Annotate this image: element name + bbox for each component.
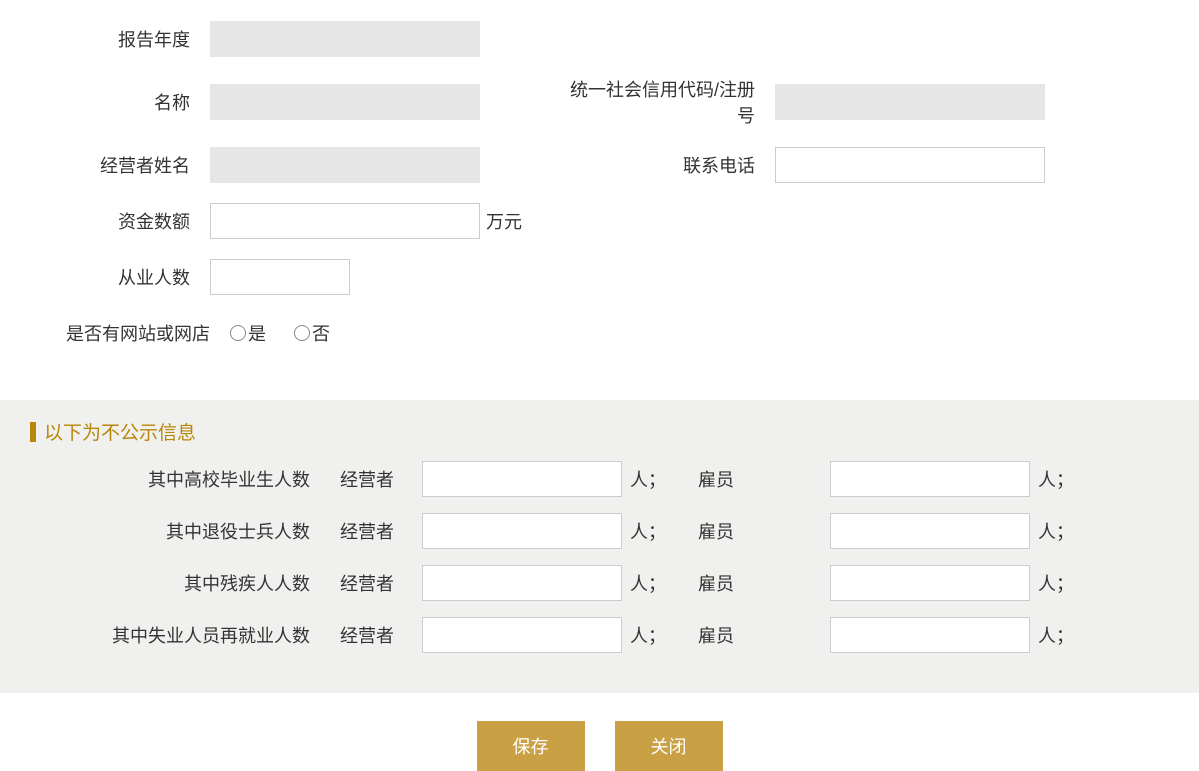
- radio-yes[interactable]: 是: [230, 320, 266, 346]
- operator-count-input[interactable]: [422, 617, 622, 653]
- private-row-label: 其中失业人员再就业人数: [10, 622, 340, 648]
- operator-count-input[interactable]: [422, 565, 622, 601]
- employee-sublabel: 雇员: [698, 466, 768, 492]
- operator-sublabel: 经营者: [340, 518, 410, 544]
- save-button[interactable]: 保存: [477, 721, 585, 771]
- close-button[interactable]: 关闭: [615, 721, 723, 771]
- label-credit-code: 统一社会信用代码/注册号: [560, 76, 775, 128]
- private-row-label: 其中退役士兵人数: [10, 518, 340, 544]
- input-phone[interactable]: [775, 147, 1045, 183]
- employee-count-input[interactable]: [830, 617, 1030, 653]
- radio-circle-icon: [294, 325, 310, 341]
- input-capital[interactable]: [210, 203, 480, 239]
- row-employee-count: 从业人数: [10, 258, 1189, 296]
- employee-sublabel: 雇员: [698, 518, 768, 544]
- input-name: [210, 84, 480, 120]
- operator-count-input[interactable]: [422, 461, 622, 497]
- employee-sublabel: 雇员: [698, 570, 768, 596]
- operator-sublabel: 经营者: [340, 466, 410, 492]
- input-operator-name: [210, 147, 480, 183]
- operator-sublabel: 经营者: [340, 622, 410, 648]
- private-row-label: 其中高校毕业生人数: [10, 466, 340, 492]
- capital-unit: 万元: [486, 208, 522, 234]
- person-unit: 人；: [630, 570, 690, 596]
- private-section-title: 以下为不公示信息: [30, 418, 1189, 445]
- radio-circle-icon: [230, 325, 246, 341]
- label-name: 名称: [10, 89, 210, 115]
- button-row: 保存 关闭: [0, 693, 1199, 771]
- employee-count-input[interactable]: [830, 513, 1030, 549]
- private-row: 其中残疾人人数经营者人；雇员人；: [10, 565, 1189, 601]
- private-section: 以下为不公示信息 其中高校毕业生人数经营者人；雇员人；其中退役士兵人数经营者人；…: [0, 400, 1199, 693]
- radio-no-label: 否: [312, 320, 330, 346]
- private-row-label: 其中残疾人人数: [10, 570, 340, 596]
- private-row: 其中高校毕业生人数经营者人；雇员人；: [10, 461, 1189, 497]
- row-report-year: 报告年度: [10, 20, 1189, 58]
- label-has-website: 是否有网站或网店: [10, 320, 230, 346]
- person-unit: 人；: [630, 518, 690, 544]
- row-capital: 资金数额 万元: [10, 202, 1189, 240]
- row-has-website: 是否有网站或网店 是 否: [10, 314, 1189, 352]
- employee-count-input[interactable]: [830, 461, 1030, 497]
- label-employee-count: 从业人数: [10, 264, 210, 290]
- person-unit: 人；: [1038, 466, 1098, 492]
- radio-yes-label: 是: [248, 320, 266, 346]
- person-unit: 人；: [1038, 622, 1098, 648]
- public-form-section: 报告年度 名称 统一社会信用代码/注册号 经营者姓名 联系电话 资金数额 万元: [0, 0, 1199, 390]
- label-report-year: 报告年度: [10, 26, 210, 52]
- row-operator: 经营者姓名 联系电话: [10, 146, 1189, 184]
- employee-count-input[interactable]: [830, 565, 1030, 601]
- label-operator-name: 经营者姓名: [10, 152, 210, 178]
- row-name: 名称 统一社会信用代码/注册号: [10, 76, 1189, 128]
- radio-no[interactable]: 否: [294, 320, 330, 346]
- section-bar-icon: [30, 422, 36, 442]
- private-section-title-text: 以下为不公示信息: [44, 418, 196, 445]
- person-unit: 人；: [1038, 518, 1098, 544]
- input-report-year: [210, 21, 480, 57]
- label-phone: 联系电话: [560, 152, 775, 178]
- private-row: 其中失业人员再就业人数经营者人；雇员人；: [10, 617, 1189, 653]
- website-radio-group: 是 否: [230, 320, 330, 346]
- person-unit: 人；: [630, 466, 690, 492]
- private-row: 其中退役士兵人数经营者人；雇员人；: [10, 513, 1189, 549]
- person-unit: 人；: [630, 622, 690, 648]
- operator-count-input[interactable]: [422, 513, 622, 549]
- person-unit: 人；: [1038, 570, 1098, 596]
- employee-sublabel: 雇员: [698, 622, 768, 648]
- input-credit-code: [775, 84, 1045, 120]
- operator-sublabel: 经营者: [340, 570, 410, 596]
- input-employee-count[interactable]: [210, 259, 350, 295]
- label-capital: 资金数额: [10, 208, 210, 234]
